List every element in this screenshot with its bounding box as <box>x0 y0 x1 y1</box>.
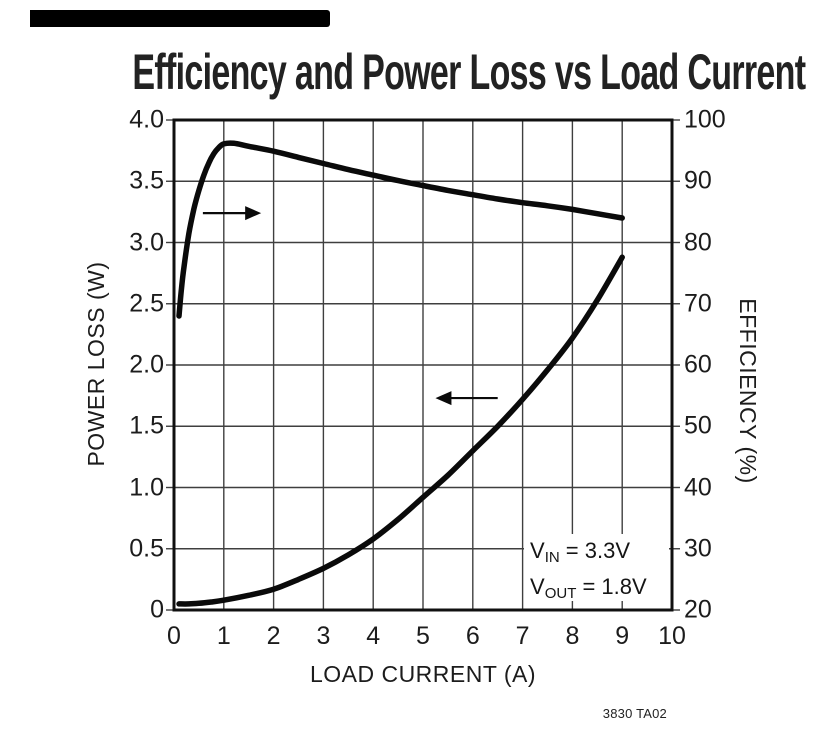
x-axis-tick-label: 7 <box>515 622 530 650</box>
y-axis-left-tick-label: 1.5 <box>129 411 164 440</box>
y-axis-left-tick-label: 2.0 <box>129 350 164 379</box>
axis-pointer-arrow-head-left <box>435 391 452 406</box>
y-axis-left-tick-label: 4.0 <box>129 105 164 134</box>
x-axis-title: LOAD CURRENT (A) <box>309 661 537 687</box>
x-axis-tick-label: 2 <box>266 622 281 650</box>
y-axis-left-title: POWER LOSS (W) <box>83 261 109 467</box>
x-axis-tick-label: 5 <box>416 622 430 650</box>
datasheet-header-bar-fragment <box>30 10 330 27</box>
x-axis-tick-label: 8 <box>565 622 580 650</box>
conditions-annotation: VIN = 3.3V VOUT = 1.8V <box>524 534 669 602</box>
y-axis-right-tick-label: 100 <box>684 105 726 134</box>
y-axis-right-tick-label: 20 <box>684 595 712 624</box>
y-axis-right-tick-label: 60 <box>684 350 712 379</box>
x-axis-tick-label: 9 <box>615 622 630 650</box>
y-axis-right-tick-label: 80 <box>684 228 712 256</box>
y-axis-left-tick-label: 3.5 <box>129 166 164 195</box>
chart-title: Efficiency and Power Loss vs Load Curren… <box>132 44 806 100</box>
x-axis-tick-label: 3 <box>316 622 331 650</box>
x-axis-tick-label: 10 <box>658 622 686 650</box>
plot-border <box>172 118 674 612</box>
y-axis-left-tick-label: 0 <box>150 595 164 624</box>
annotation-line: VOUT = 1.8V <box>530 574 647 602</box>
y-axis-right-tick-label: 90 <box>684 166 712 195</box>
y-axis-right-tick-label: 50 <box>684 411 712 440</box>
y-axis-left-tick-label: 2.5 <box>129 289 164 318</box>
y-axis-left-tick-label: 0.5 <box>129 534 164 563</box>
x-axis-tick-label: 4 <box>366 622 381 650</box>
x-axis-tick-label: 6 <box>465 622 480 650</box>
curve-efficiency <box>176 140 625 319</box>
x-axis-tick-label: 0 <box>167 622 181 650</box>
annotation-line: VIN = 3.3V <box>530 538 631 566</box>
figure-reference-code: 3830 TA02 <box>602 706 667 721</box>
y-axis-right-tick-label: 40 <box>684 473 712 501</box>
axis-pointer-arrow-head-right <box>245 206 262 221</box>
y-axis-right-tick-label: 30 <box>684 534 712 563</box>
y-axis-left-tick-label: 3.0 <box>129 228 164 256</box>
x-axis-tick-label: 1 <box>216 622 231 650</box>
y-axis-right-tick-label: 70 <box>684 289 712 318</box>
y-axis-left-tick-label: 1.0 <box>129 473 164 501</box>
y-axis-right-title: EFFICIENCY (%) <box>735 298 761 484</box>
curve-power-loss <box>176 254 625 607</box>
